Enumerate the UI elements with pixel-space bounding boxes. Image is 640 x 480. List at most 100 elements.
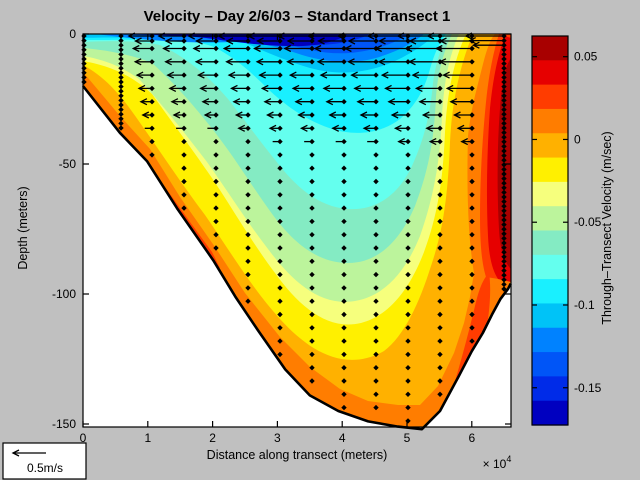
velocity-vector-dot <box>437 378 443 384</box>
velocity-vector-head-icon <box>428 138 437 146</box>
velocity-vector-dot <box>118 88 124 94</box>
velocity-vector-dot <box>405 218 411 225</box>
x-tick-label: 5 <box>404 431 411 445</box>
velocity-vector-head-icon <box>203 111 212 119</box>
velocity-vector-dot <box>118 102 124 108</box>
velocity-vector-dot <box>181 192 187 198</box>
velocity-vector-dot <box>469 245 475 251</box>
velocity-vector-dot <box>277 271 283 278</box>
velocity-vector-head-icon <box>374 44 382 53</box>
velocity-vector-dot <box>341 285 347 291</box>
colorbar-band <box>532 181 568 207</box>
velocity-vector-dot <box>501 51 507 58</box>
velocity-vector-dot <box>501 125 507 131</box>
velocity-vector-head-icon <box>294 98 303 106</box>
velocity-vector-head-icon <box>350 71 358 79</box>
velocity-vector-dot <box>118 116 124 122</box>
velocity-vector-dot <box>341 351 347 358</box>
velocity-vector-dot <box>213 245 219 251</box>
velocity-vector-dot <box>181 205 187 211</box>
velocity-vector-head-icon <box>131 44 140 53</box>
velocity-vector-dot <box>405 365 411 371</box>
velocity-vector-head-icon <box>135 71 144 79</box>
y-axis-label: Depth (meters) <box>16 186 30 269</box>
velocity-vector-head-icon <box>434 44 443 53</box>
x-axis-multiplier: × 104 <box>483 454 512 471</box>
velocity-vector-dot <box>341 178 347 185</box>
velocity-vector-dot <box>309 365 315 371</box>
velocity-vector-head-icon <box>380 71 389 79</box>
velocity-vector-dot <box>501 258 507 265</box>
legend-frame <box>2 442 87 480</box>
velocity-vector-dot <box>501 143 507 150</box>
velocity-vector-dot <box>213 192 219 198</box>
velocity-vector-dot <box>501 56 507 62</box>
velocity-vector-head-icon <box>286 37 295 45</box>
velocity-vector-dot <box>405 351 411 358</box>
velocity-vector-dot <box>469 298 475 304</box>
velocity-vector-head-icon <box>390 111 399 119</box>
velocity-vector-dot <box>341 404 347 411</box>
velocity-vector-dot <box>405 325 411 331</box>
velocity-vector-dot <box>245 152 251 158</box>
colorbar-band <box>532 400 568 426</box>
colorbar-tick-label: -0.1 <box>574 298 595 312</box>
velocity-vector-dot <box>501 129 507 136</box>
velocity-vector-head-icon <box>222 44 231 53</box>
velocity-vector-dot <box>309 178 315 185</box>
velocity-vector-dot <box>118 70 124 76</box>
velocity-vector-head-icon <box>133 58 142 66</box>
velocity-vector-dot <box>405 258 411 264</box>
velocity-vector-dot <box>469 338 475 344</box>
velocity-vector-head-icon <box>411 71 420 79</box>
velocity-vector-dot <box>373 245 379 251</box>
velocity-vector-head-icon <box>362 124 371 132</box>
velocity-vector-dot <box>501 120 507 127</box>
velocity-vector-dot <box>341 391 347 397</box>
velocity-vector-dot <box>277 178 283 185</box>
x-tick-label: 3 <box>274 431 281 445</box>
velocity-vector-dot <box>118 74 124 81</box>
velocity-vector-dot <box>213 178 219 185</box>
velocity-vector-dot <box>213 165 219 171</box>
velocity-vector-dot <box>277 152 283 158</box>
velocity-vector-dot <box>501 106 507 113</box>
velocity-vector-head-icon <box>256 37 264 45</box>
velocity-vector-head-icon <box>418 98 427 106</box>
velocity-vector-dot <box>373 378 379 384</box>
velocity-vector-dot <box>118 37 124 44</box>
velocity-vector-head-icon <box>225 58 233 66</box>
velocity-vector-head-icon <box>288 71 297 79</box>
velocity-vector-head-icon <box>230 84 238 92</box>
velocity-vector-dot <box>501 166 507 173</box>
velocity-vector-dot <box>213 138 219 145</box>
velocity-vector-dot <box>181 138 187 145</box>
velocity-vector-dot <box>277 258 283 264</box>
velocity-vector-dot <box>405 378 411 384</box>
velocity-vector-dot <box>501 281 507 288</box>
colorbar-tick-label: -0.15 <box>574 381 602 395</box>
velocity-vector-head-icon <box>453 111 461 119</box>
velocity-vector-dot <box>405 271 411 278</box>
velocity-vector-dot <box>81 42 87 48</box>
velocity-vector-head-icon <box>421 111 430 119</box>
colorbar-frame <box>531 35 569 426</box>
velocity-vector-dot <box>118 120 124 127</box>
velocity-vector-dot <box>437 178 443 185</box>
velocity-vector-head-icon <box>253 44 261 53</box>
velocity-vector-dot <box>501 185 507 191</box>
velocity-vector-dot <box>277 165 283 171</box>
velocity-vector-head-icon <box>168 84 177 92</box>
velocity-vector-dot <box>277 325 283 331</box>
velocity-vector-dot <box>501 208 507 214</box>
velocity-vector-dot <box>405 192 411 198</box>
velocity-vector-dot <box>501 175 507 182</box>
velocity-vector-dot <box>309 351 315 358</box>
velocity-vector-head-icon <box>232 98 241 106</box>
bathymetry-line <box>81 85 512 431</box>
colorbar-band <box>532 376 568 402</box>
velocity-vector-dot <box>341 165 347 171</box>
velocity-vector-head-icon <box>313 44 322 53</box>
velocity-vector-dot <box>469 218 475 225</box>
y-tick-label: -150 <box>52 417 76 431</box>
